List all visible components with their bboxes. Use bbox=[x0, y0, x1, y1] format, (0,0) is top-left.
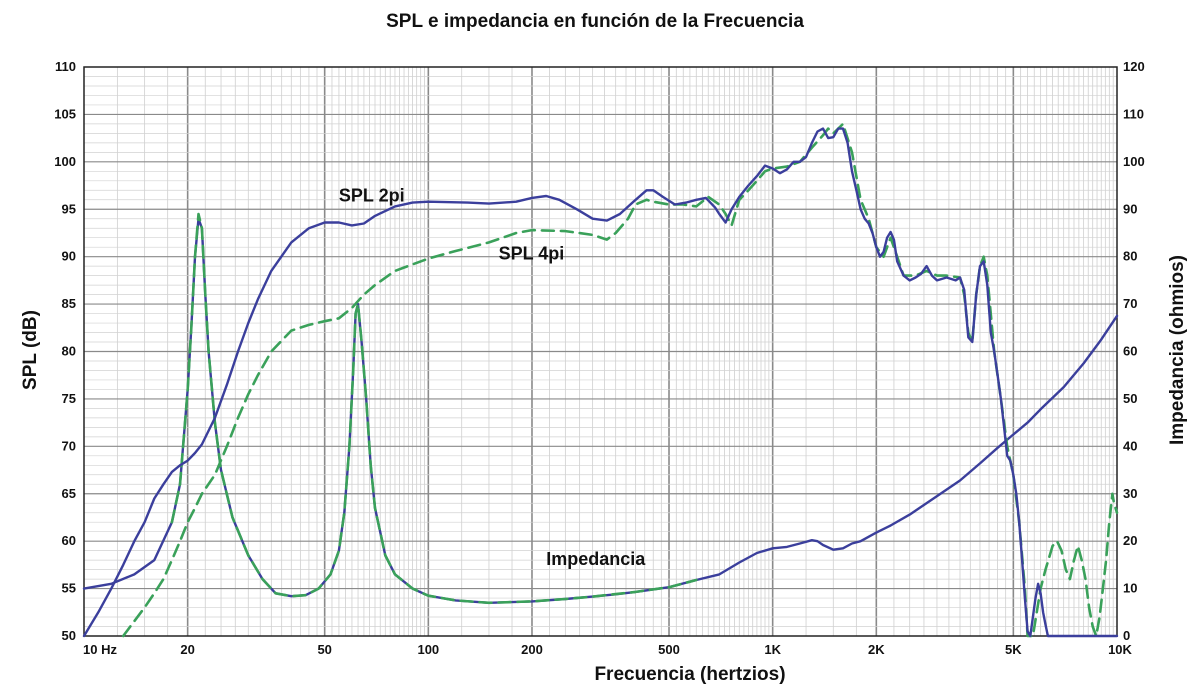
y2-tick-label: 40 bbox=[1123, 438, 1137, 453]
y2-tick-label: 60 bbox=[1123, 344, 1137, 359]
annotations: SPL 2pi SPL 4pi Impedancia bbox=[339, 186, 646, 569]
x-tick-label: 10 Hz bbox=[83, 642, 117, 657]
y-tick-label: 75 bbox=[62, 391, 76, 406]
x-tick-label: 100 bbox=[417, 642, 439, 657]
x-axis-title: Frecuencia (hertzios) bbox=[594, 664, 785, 685]
x-tick-label: 1K bbox=[764, 642, 781, 657]
y2-axis-title: Impedancia (ohmios) bbox=[1167, 255, 1188, 445]
y-tick-label: 55 bbox=[62, 581, 76, 596]
x-tick-label: 10K bbox=[1108, 642, 1132, 657]
x-tick-label: 20 bbox=[180, 642, 194, 657]
y-tick-label: 110 bbox=[55, 59, 76, 74]
y2-tick-label: 110 bbox=[1123, 106, 1144, 121]
y2-tick-label: 30 bbox=[1123, 486, 1137, 501]
y-tick-label: 50 bbox=[62, 628, 76, 643]
y2-tick-label: 80 bbox=[1123, 249, 1137, 264]
y-tick-label: 85 bbox=[62, 296, 76, 311]
series-group bbox=[82, 122, 1119, 638]
series-impedancia bbox=[82, 217, 1119, 604]
plot-frame bbox=[83, 66, 1118, 637]
annotation-0: SPL 2pi bbox=[339, 186, 405, 206]
x-tick-label: 2K bbox=[868, 642, 885, 657]
series-impedancia-green bbox=[170, 212, 698, 605]
y2-tick-label: 0 bbox=[1123, 628, 1130, 643]
x-tick-label: 5K bbox=[1005, 642, 1022, 657]
y2-tick-label: 90 bbox=[1123, 201, 1137, 216]
y2-tick-label: 10 bbox=[1123, 581, 1137, 596]
y2-tick-label: 70 bbox=[1123, 296, 1137, 311]
y2-tick-label: 50 bbox=[1123, 391, 1137, 406]
chart-title: SPL e impedancia en función de la Frecue… bbox=[386, 11, 804, 32]
y-axis-title: SPL (dB) bbox=[20, 310, 41, 390]
y-tick-label: 100 bbox=[54, 154, 76, 169]
y-tick-label: 105 bbox=[54, 106, 76, 121]
y-tick-label: 80 bbox=[62, 344, 76, 359]
y-tick-label: 60 bbox=[62, 533, 76, 548]
annotation-1: SPL 4pi bbox=[499, 244, 565, 264]
series-spl-2pi bbox=[82, 127, 1119, 638]
tick-labels: 10 Hz 20 50 100 200 500 1K 2K 5K 10K5055606570758… bbox=[54, 59, 1144, 657]
x-tick-label: 500 bbox=[658, 642, 680, 657]
y2-tick-label: 20 bbox=[1123, 533, 1137, 548]
y-tick-label: 65 bbox=[62, 486, 76, 501]
y-tick-label: 95 bbox=[62, 201, 76, 216]
x-tick-label: 50 bbox=[317, 642, 331, 657]
y2-tick-label: 100 bbox=[1123, 154, 1145, 169]
y-tick-label: 70 bbox=[62, 438, 76, 453]
y-tick-label: 90 bbox=[62, 249, 76, 264]
y2-tick-label: 120 bbox=[1123, 59, 1145, 74]
x-tick-label: 200 bbox=[521, 642, 543, 657]
annotation-2: Impedancia bbox=[546, 549, 646, 569]
